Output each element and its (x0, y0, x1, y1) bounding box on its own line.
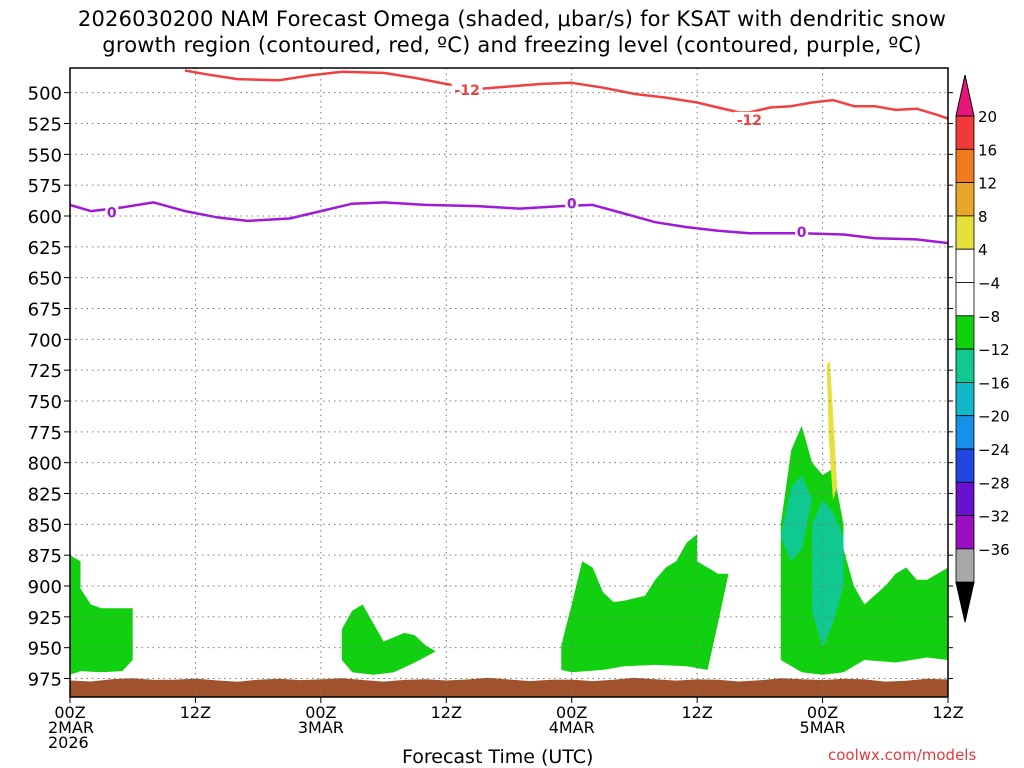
colorbar-label-2: 12 (978, 175, 997, 193)
contour-label-dgz_minus12-1: -12 (737, 113, 762, 129)
colorbar-label-0: 20 (978, 108, 997, 126)
colorbar-label-12: −32 (978, 508, 1010, 526)
y-tick-label-750: 750 (28, 392, 62, 413)
colorbar-label-3: 8 (978, 208, 988, 226)
y-tick-label-825: 825 (28, 485, 62, 506)
x-tick-label-0-1: 00Z (54, 703, 85, 722)
ground-surface (70, 677, 948, 697)
contour-label-freezing_level_0-0: 0 (107, 205, 117, 221)
omega-region-green_-4_-8-2 (561, 534, 729, 673)
x-tick-label-84-1: 12Z (932, 703, 963, 722)
x-tick-label-0-2: 2MAR (48, 718, 94, 737)
y-tick-label-875: 875 (28, 546, 62, 567)
y-tick-label-675: 675 (28, 300, 62, 321)
x-tick-label-48-2: 4MAR (549, 718, 595, 737)
y-tick-label-925: 925 (28, 608, 62, 629)
colorbar-segment-12 (955, 515, 975, 550)
plot-frame (69, 67, 949, 698)
contour-label-dgz_minus12-0: -12 (455, 83, 480, 99)
plot-area: -12 -12 0 0 0 (70, 69, 948, 697)
contour-label-freezing_level_0-2: 0 (797, 225, 807, 241)
contour-label-freezing_level_0-1: 0 (567, 197, 577, 213)
colorbar-segment-2 (955, 182, 975, 217)
chart-title: 2026030200 NAM Forecast Omega (shaded, μ… (0, 6, 1024, 58)
x-axis-label: Forecast Time (UTC) (402, 746, 594, 768)
omega-region-green_-4_-8-0 (70, 555, 133, 675)
x-tick-label-24-2: 3MAR (298, 718, 344, 737)
colorbar-segment-11 (955, 481, 975, 516)
colorbar-top-arrow (955, 74, 975, 117)
x-tick-label-0-3: 2026 (48, 733, 89, 752)
colorbar-label-9: −20 (978, 408, 1010, 426)
contour-label-bg-dgz_minus12-0 (451, 82, 483, 98)
y-tick-label-950: 950 (28, 639, 62, 660)
credit-text: coolwx.com/models (828, 746, 977, 764)
colorbar-label-6: −8 (978, 308, 1000, 326)
colorbar-label-1: 16 (978, 141, 997, 159)
x-tick-label-24-1: 00Z (305, 703, 336, 722)
omega-region-teal_-8_-12-4 (780, 475, 813, 562)
colorbar-label-4: 4 (978, 241, 988, 259)
colorbar: 20 16 12 8 4 −4 −8 −12 −16 −20 −24 −28 −32 −36 (955, 74, 1010, 623)
colorbar-segment-8 (955, 381, 975, 417)
colorbar-label-7: −12 (978, 341, 1010, 359)
y-tick-label-575: 575 (28, 176, 62, 197)
y-tick-label-975: 975 (28, 670, 62, 691)
colorbar-segment-6 (955, 315, 975, 350)
omega-region-teal_-8_-12-5 (812, 499, 844, 648)
colorbar-segment-10 (955, 448, 975, 483)
x-tick-label-60-1: 12Z (681, 703, 712, 722)
colorbar-segment-0 (955, 115, 975, 150)
contour-dgz_minus12 (184, 69, 948, 120)
colorbar-label-5: −4 (978, 275, 1000, 293)
colorbar-segment-4 (955, 248, 975, 283)
contour-freezing_level_0 (70, 201, 948, 245)
x-tick-label-72-2: 5MAR (800, 718, 846, 737)
colorbar-label-11: −28 (978, 474, 1010, 492)
y-tick-label-900: 900 (28, 577, 62, 598)
y-tick-label-525: 525 (28, 115, 62, 136)
colorbar-bottom-arrow (955, 581, 975, 623)
omega-region-green_-4_-8-1 (341, 604, 436, 675)
colorbar-label-8: −16 (978, 374, 1010, 392)
y-tick-label-550: 550 (28, 145, 62, 166)
x-tick-label-72-1: 00Z (807, 703, 838, 722)
colorbar-segment-5 (955, 282, 975, 317)
y-tick-label-800: 800 (28, 454, 62, 475)
omega-region-yellow_4_8-6 (826, 361, 838, 500)
colorbar-segment-3 (955, 215, 975, 250)
colorbar-label-10: −24 (978, 441, 1010, 459)
y-tick-label-650: 650 (28, 269, 62, 290)
chart-title-line-1: 2026030200 NAM Forecast Omega (shaded, μ… (77, 7, 947, 31)
x-tick-label-36-1: 12Z (431, 703, 462, 722)
y-tick-label-625: 625 (28, 238, 62, 259)
colorbar-segment-13 (955, 548, 975, 583)
colorbar-segment-7 (955, 348, 975, 383)
colorbar-segment-1 (955, 148, 975, 184)
contour-label-bg-freezing_level_0-2 (795, 224, 809, 240)
y-tick-label-850: 850 (28, 515, 62, 536)
colorbar-label-13: −36 (978, 541, 1010, 559)
x-tick-label-48-1: 00Z (556, 703, 587, 722)
y-tick-label-500: 500 (28, 84, 62, 105)
contour-label-bg-freezing_level_0-1 (565, 195, 579, 211)
y-tick-label-775: 775 (28, 423, 62, 444)
y-tick-label-725: 725 (28, 361, 62, 382)
colorbar-segment-9 (955, 415, 975, 450)
y-tick-label-600: 600 (28, 207, 62, 228)
x-tick-label-12-1: 12Z (180, 703, 211, 722)
chart-title-line-2: growth region (contoured, red, ºC) and f… (102, 33, 922, 57)
y-tick-label-700: 700 (28, 330, 62, 351)
